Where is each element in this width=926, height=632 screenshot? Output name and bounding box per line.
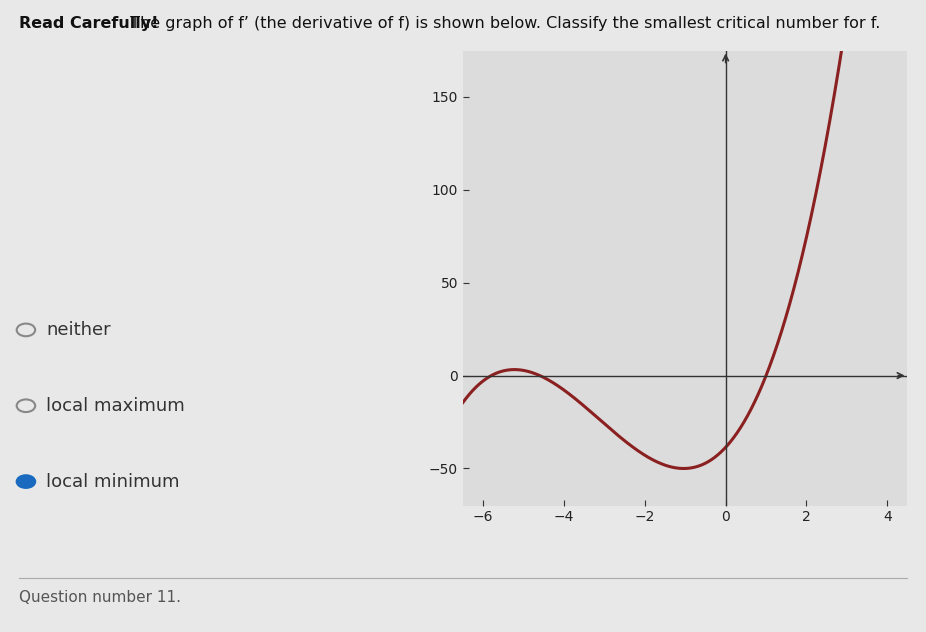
Text: The graph of f’ (the derivative of f) is shown below. Classify the smallest crit: The graph of f’ (the derivative of f) is… — [125, 16, 881, 31]
Text: Question number 11.: Question number 11. — [19, 590, 181, 605]
Text: local minimum: local minimum — [46, 473, 180, 490]
Text: neither: neither — [46, 321, 111, 339]
Text: Read Carefully!: Read Carefully! — [19, 16, 158, 31]
Text: local maximum: local maximum — [46, 397, 185, 415]
